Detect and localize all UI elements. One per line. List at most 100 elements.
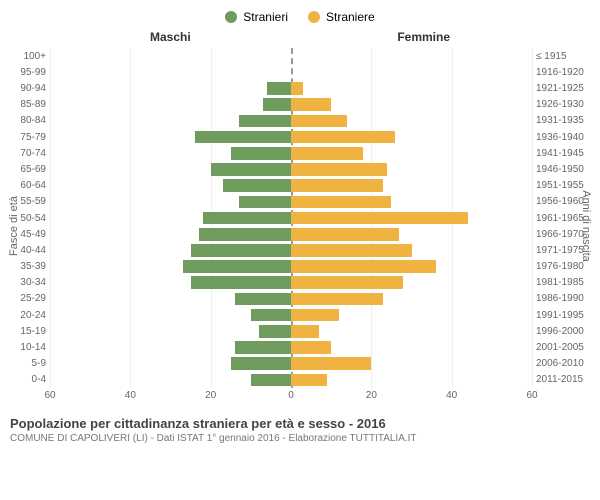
bar-half-female xyxy=(291,339,532,355)
bar-female xyxy=(291,179,383,192)
bar-male xyxy=(203,212,291,225)
bar-half-male xyxy=(50,242,291,258)
age-label: 85-89 xyxy=(2,99,46,110)
pyramid-row: 95-991916-1920 xyxy=(50,64,532,80)
bar-zone xyxy=(50,64,532,80)
age-label: 80-84 xyxy=(2,115,46,126)
legend-swatch-female xyxy=(308,11,320,23)
pyramid-row: 55-591956-1960 xyxy=(50,194,532,210)
bar-zone xyxy=(50,242,532,258)
bar-female xyxy=(291,341,331,354)
birth-year-label: 1916-1920 xyxy=(536,67,598,78)
legend-label-male: Stranieri xyxy=(243,10,288,24)
bar-male xyxy=(183,260,291,273)
bar-half-female xyxy=(291,275,532,291)
bar-male xyxy=(259,325,291,338)
birth-year-label: 2006-2010 xyxy=(536,358,598,369)
birth-year-label: 2011-2015 xyxy=(536,374,598,385)
bar-male xyxy=(263,98,291,111)
birth-year-label: 1931-1935 xyxy=(536,115,598,126)
pyramid-row: 10-142001-2005 xyxy=(50,339,532,355)
bar-male xyxy=(239,196,291,209)
bar-zone xyxy=(50,275,532,291)
pyramid-row: 60-641951-1955 xyxy=(50,178,532,194)
bar-half-female xyxy=(291,48,532,64)
bar-zone xyxy=(50,372,532,388)
birth-year-label: 1996-2000 xyxy=(536,326,598,337)
legend-item-female: Straniere xyxy=(308,10,375,24)
bar-zone xyxy=(50,129,532,145)
pyramid-row: 85-891926-1930 xyxy=(50,97,532,113)
column-title-male: Maschi xyxy=(150,30,191,44)
age-label: 5-9 xyxy=(2,358,46,369)
pyramid-row: 40-441971-1975 xyxy=(50,242,532,258)
bar-female xyxy=(291,115,347,128)
bar-zone xyxy=(50,194,532,210)
birth-year-label: 1956-1960 xyxy=(536,196,598,207)
age-label: 95-99 xyxy=(2,67,46,78)
age-label: 90-94 xyxy=(2,83,46,94)
bar-zone xyxy=(50,210,532,226)
pyramid-row: 100+≤ 1915 xyxy=(50,48,532,64)
column-title-female: Femmine xyxy=(397,30,450,44)
bar-male xyxy=(251,309,291,322)
pyramid-row: 45-491966-1970 xyxy=(50,226,532,242)
age-label: 25-29 xyxy=(2,293,46,304)
pyramid-row: 65-691946-1950 xyxy=(50,161,532,177)
birth-year-label: 1941-1945 xyxy=(536,148,598,159)
bar-male xyxy=(223,179,291,192)
bar-male xyxy=(211,163,291,176)
bar-female xyxy=(291,309,339,322)
birth-year-label: 1926-1930 xyxy=(536,99,598,110)
legend-swatch-male xyxy=(225,11,237,23)
bar-male xyxy=(195,131,291,144)
bar-half-male xyxy=(50,339,291,355)
x-tick: 0 xyxy=(288,390,294,401)
bar-male xyxy=(235,341,291,354)
chart-subtitle: COMUNE DI CAPOLIVERI (LI) - Dati ISTAT 1… xyxy=(10,433,590,444)
bar-half-female xyxy=(291,97,532,113)
bar-half-female xyxy=(291,194,532,210)
legend: Stranieri Straniere xyxy=(0,10,600,24)
bar-half-male xyxy=(50,307,291,323)
pyramid-row: 20-241991-1995 xyxy=(50,307,532,323)
pyramid-row: 15-191996-2000 xyxy=(50,323,532,339)
birth-year-label: 1991-1995 xyxy=(536,310,598,321)
birth-year-label: 1951-1955 xyxy=(536,180,598,191)
bar-zone xyxy=(50,178,532,194)
bar-zone xyxy=(50,291,532,307)
x-tick: 60 xyxy=(44,390,55,401)
birth-year-label: ≤ 1915 xyxy=(536,51,598,62)
bar-male xyxy=(199,228,291,241)
age-label: 60-64 xyxy=(2,180,46,191)
bar-half-female xyxy=(291,161,532,177)
pyramid-row: 75-791936-1940 xyxy=(50,129,532,145)
birth-year-label: 1966-1970 xyxy=(536,229,598,240)
bar-zone xyxy=(50,259,532,275)
birth-year-label: 1921-1925 xyxy=(536,83,598,94)
bar-female xyxy=(291,131,395,144)
bar-zone xyxy=(50,80,532,96)
bar-female xyxy=(291,147,363,160)
bar-female xyxy=(291,196,391,209)
bar-female xyxy=(291,374,327,387)
bar-half-male xyxy=(50,194,291,210)
age-label: 40-44 xyxy=(2,245,46,256)
bar-half-female xyxy=(291,372,532,388)
legend-item-male: Stranieri xyxy=(225,10,288,24)
bar-zone xyxy=(50,97,532,113)
bar-half-male xyxy=(50,275,291,291)
x-tick: 20 xyxy=(366,390,377,401)
age-label: 0-4 xyxy=(2,374,46,385)
bar-male xyxy=(235,293,291,306)
bar-half-female xyxy=(291,242,532,258)
bar-half-male xyxy=(50,113,291,129)
pyramid-row: 35-391976-1980 xyxy=(50,259,532,275)
bar-half-female xyxy=(291,307,532,323)
age-label: 50-54 xyxy=(2,213,46,224)
bar-half-female xyxy=(291,80,532,96)
bar-male xyxy=(231,147,291,160)
gridline xyxy=(532,48,533,388)
bar-zone xyxy=(50,145,532,161)
plot-area: Maschi Femmine Fasce di età Anni di nasc… xyxy=(0,30,600,410)
